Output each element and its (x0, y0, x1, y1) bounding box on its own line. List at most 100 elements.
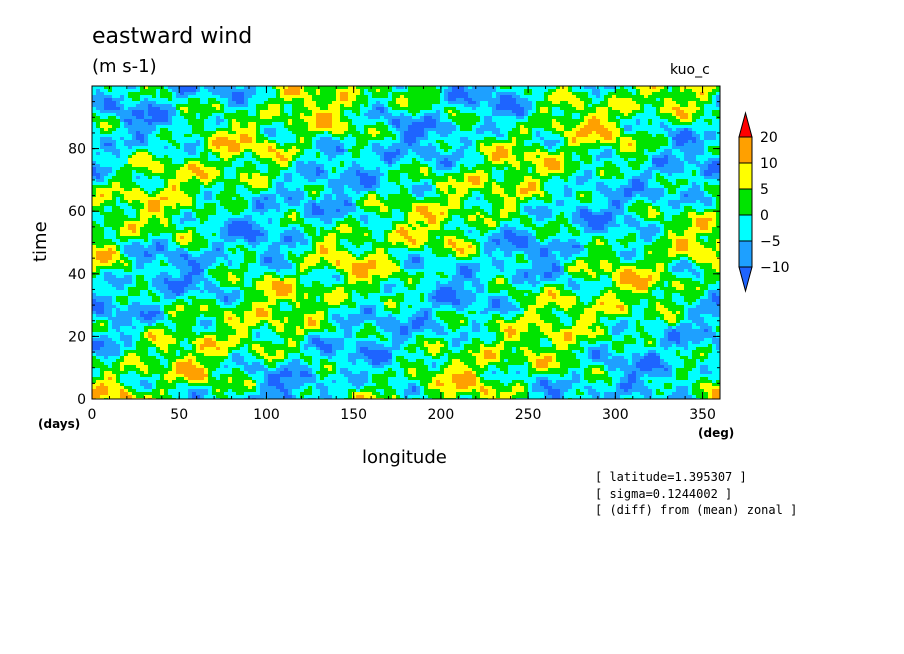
heatmap-cell (608, 161, 613, 165)
heatmap-cell (292, 152, 297, 156)
heatmap-cell (428, 116, 433, 120)
heatmap-cell (328, 140, 333, 144)
heatmap-cell (356, 89, 361, 93)
heatmap-cell (164, 104, 169, 108)
heatmap-cell (684, 125, 689, 129)
heatmap-cell (276, 113, 281, 117)
heatmap-cell (552, 143, 557, 147)
heatmap-cell (508, 125, 513, 129)
heatmap-cell (680, 119, 685, 123)
heatmap-cell (412, 98, 417, 102)
heatmap-cell (572, 137, 577, 141)
heatmap-cell (548, 119, 553, 123)
heatmap-cell (420, 140, 425, 144)
heatmap-cell (152, 170, 157, 174)
heatmap-cell (464, 101, 469, 105)
heatmap-cell (532, 110, 537, 114)
heatmap-cell (532, 146, 537, 150)
heatmap-cell (104, 173, 109, 177)
heatmap-cell (560, 140, 565, 144)
heatmap-cell (684, 116, 689, 120)
heatmap-cell (372, 137, 377, 141)
heatmap-cell (120, 179, 125, 183)
heatmap-cell (716, 92, 721, 96)
heatmap-cell (492, 149, 497, 153)
heatmap-cell (520, 152, 525, 156)
heatmap-cell (632, 113, 637, 117)
heatmap-cell (292, 134, 297, 138)
heatmap-cell (708, 167, 713, 171)
heatmap-cell (420, 149, 425, 153)
heatmap-cell (516, 140, 521, 144)
heatmap-cell (380, 140, 385, 144)
heatmap-cell (616, 98, 621, 102)
heatmap-cell (100, 125, 105, 129)
heatmap-cell (572, 170, 577, 174)
heatmap-cell (144, 128, 149, 132)
heatmap-cell (248, 110, 253, 114)
heatmap-cell (588, 128, 593, 132)
heatmap-cell (608, 101, 613, 105)
heatmap-cell (260, 107, 265, 111)
heatmap-cell (436, 170, 441, 174)
heatmap-cell (516, 155, 521, 159)
heatmap-cell (328, 167, 333, 171)
heatmap-cell (128, 104, 133, 108)
heatmap-cell (512, 137, 517, 141)
heatmap-cell (348, 89, 353, 93)
heatmap-cell (248, 113, 253, 117)
heatmap-cell (712, 164, 717, 168)
heatmap-cell (284, 110, 289, 114)
heatmap-cell (456, 107, 461, 111)
heatmap-cell (652, 86, 657, 90)
heatmap-cell (696, 137, 701, 141)
heatmap-cell (692, 104, 697, 108)
heatmap-cell (280, 164, 285, 168)
heatmap-cell (324, 173, 329, 177)
heatmap-cell (560, 164, 565, 168)
heatmap-cell (320, 149, 325, 153)
heatmap-cell (344, 164, 349, 168)
heatmap-cell (680, 140, 685, 144)
heatmap-cell (324, 122, 329, 126)
heatmap-cell (92, 143, 97, 147)
heatmap-cell (244, 149, 249, 153)
heatmap-cell (484, 137, 489, 141)
heatmap-cell (144, 98, 149, 102)
heatmap-cell (240, 161, 245, 165)
heatmap-cell (444, 101, 449, 105)
heatmap-cell (688, 167, 693, 171)
heatmap-cell (436, 158, 441, 162)
heatmap-cell (324, 98, 329, 102)
heatmap-cell (328, 158, 333, 162)
heatmap-cell (528, 149, 533, 153)
heatmap-cell (184, 149, 189, 153)
heatmap-cell (208, 140, 213, 144)
heatmap-cell (328, 146, 333, 150)
heatmap-cell (524, 146, 529, 150)
heatmap-cell (96, 140, 101, 144)
heatmap-cell (644, 131, 649, 135)
heatmap-cell (636, 158, 641, 162)
heatmap-cell (696, 92, 701, 96)
heatmap-cell (648, 116, 653, 120)
heatmap-cell (456, 125, 461, 129)
heatmap-cell (120, 176, 125, 180)
heatmap-cell (156, 164, 161, 168)
heatmap-cell (100, 116, 105, 120)
heatmap-cell (652, 164, 657, 168)
heatmap-cell (184, 122, 189, 126)
heatmap-cell (568, 110, 573, 114)
heatmap-cell (104, 107, 109, 111)
heatmap-cell (560, 119, 565, 123)
heatmap-cell (324, 143, 329, 147)
heatmap-cell (516, 146, 521, 150)
heatmap-cell (520, 173, 525, 177)
heatmap-cell (260, 137, 265, 141)
heatmap-cell (312, 122, 317, 126)
heatmap-cell (280, 98, 285, 102)
heatmap-cell (712, 140, 717, 144)
heatmap-cell (316, 167, 321, 171)
heatmap-cell (596, 119, 601, 123)
heatmap-cell (388, 164, 393, 168)
